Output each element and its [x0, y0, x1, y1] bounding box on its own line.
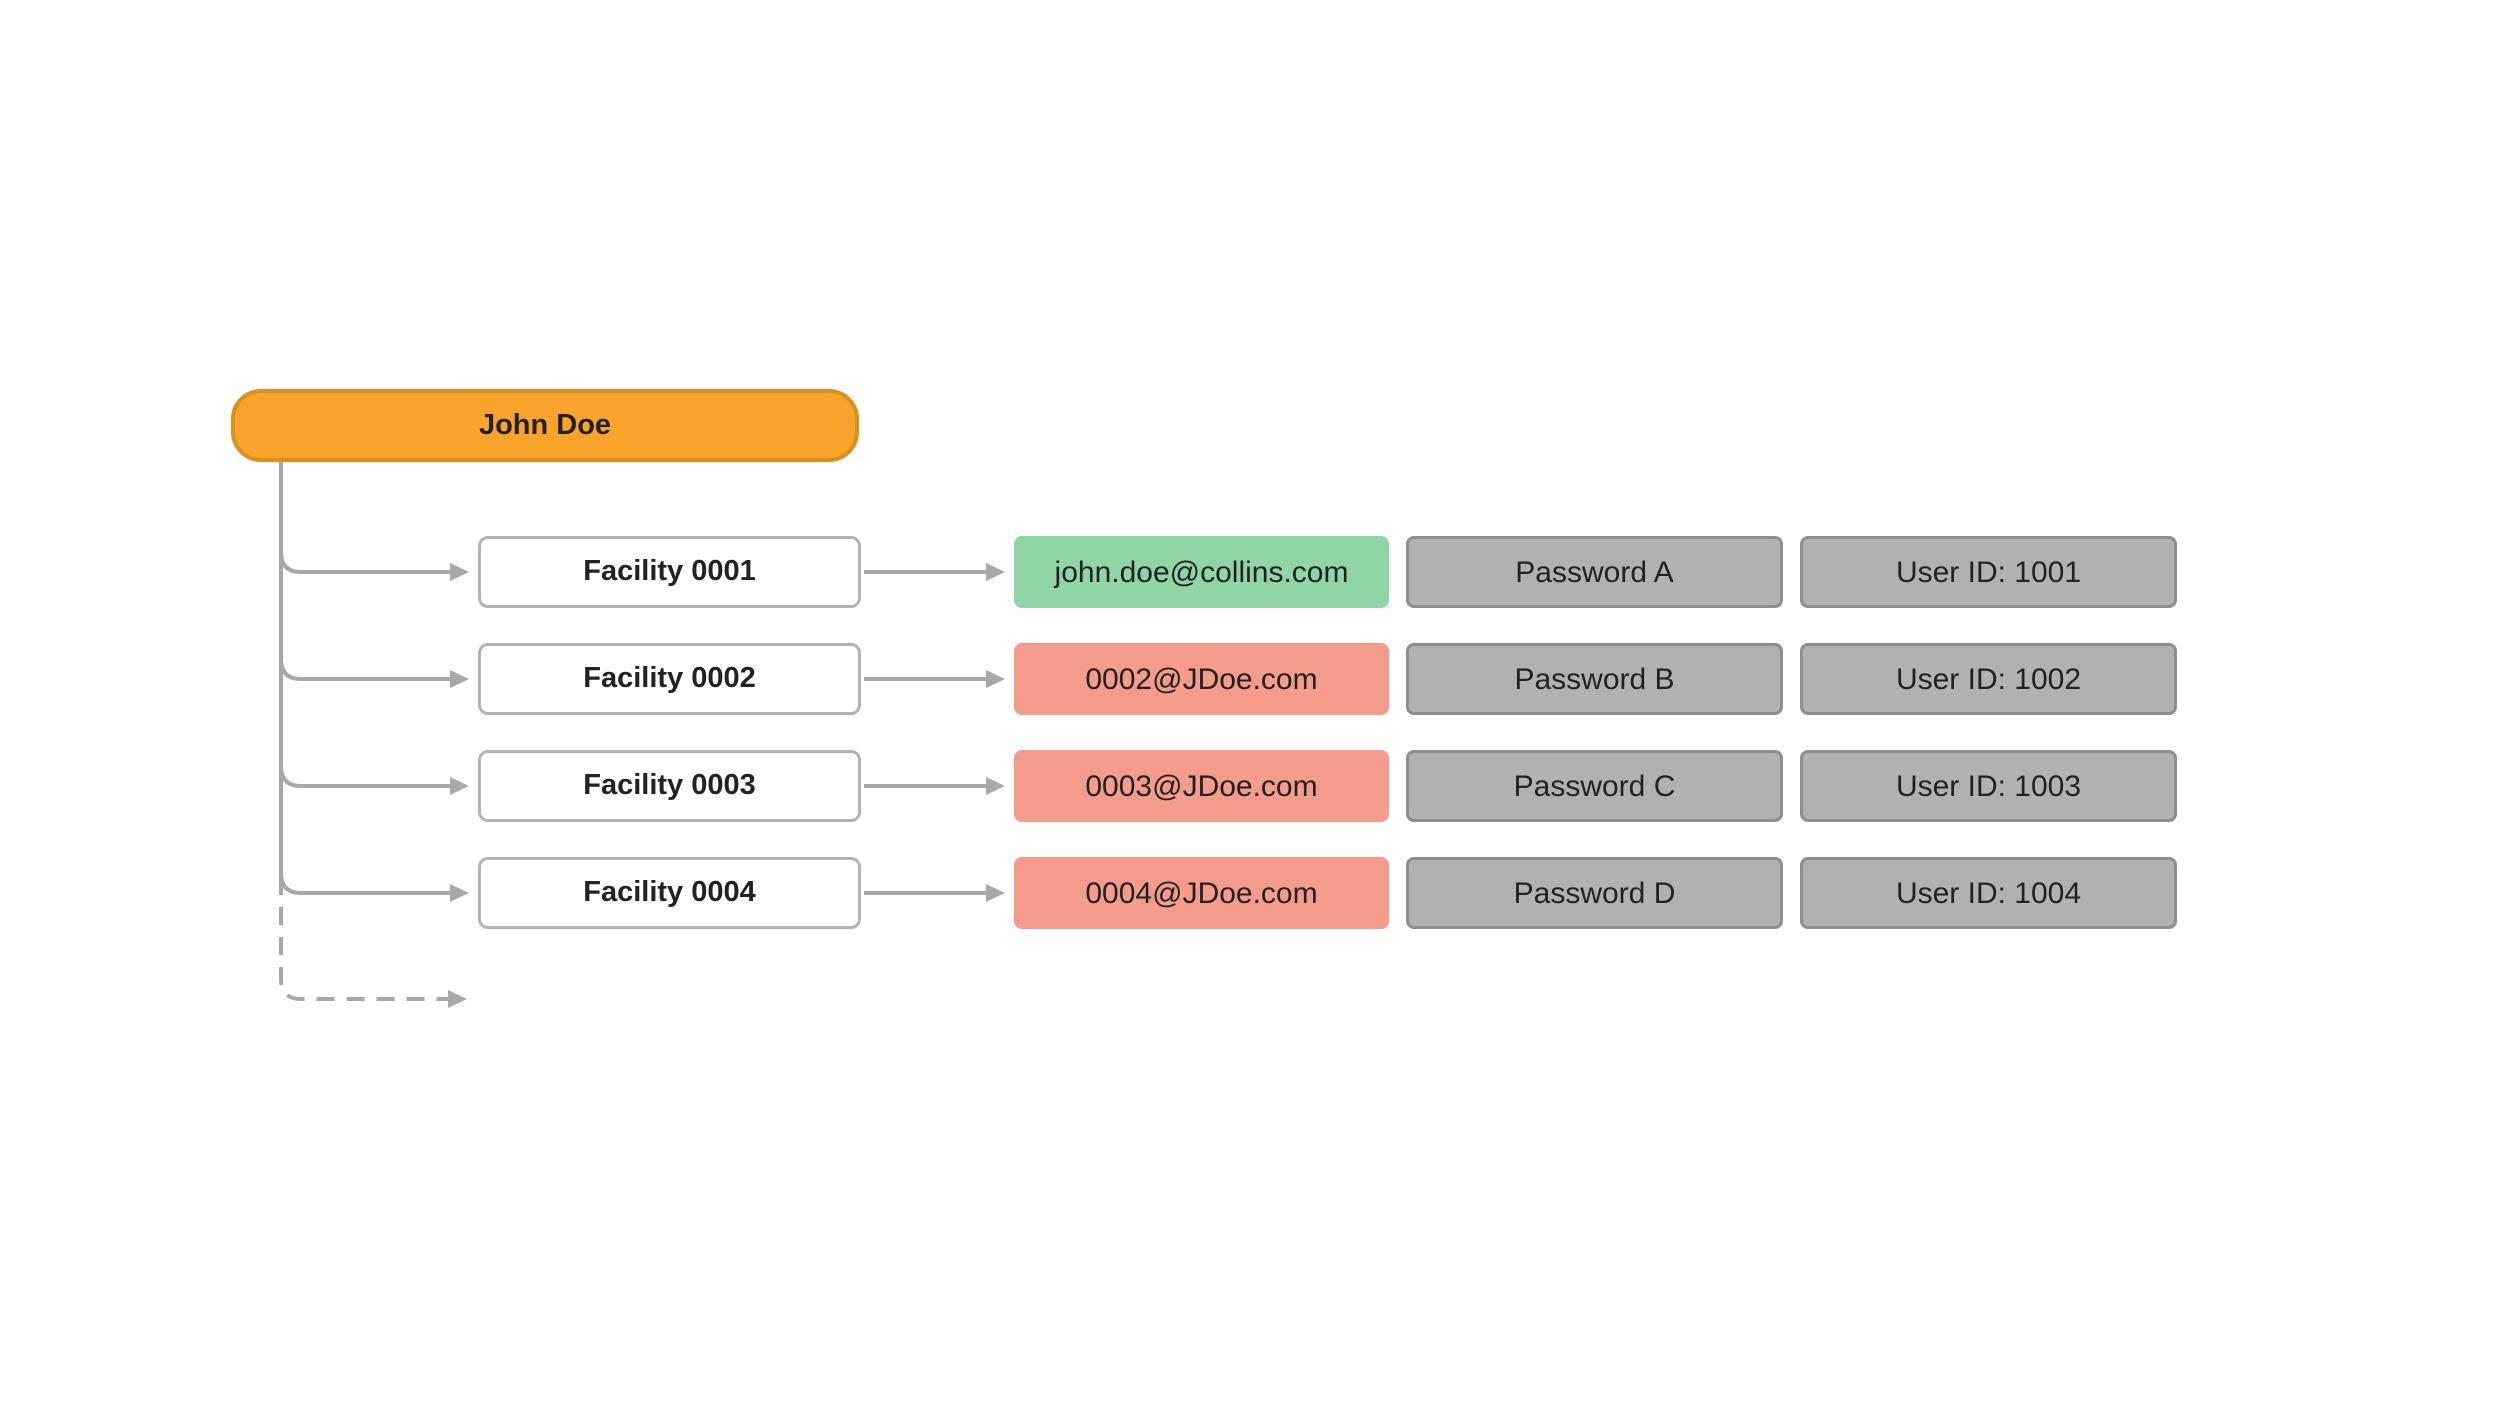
node-password-a: Password A	[1406, 536, 1783, 608]
node-email-0002: 0002@JDoe.com	[1014, 643, 1389, 715]
node-facility-0001: Facility 0001	[478, 536, 861, 608]
node-email-0003: 0003@JDoe.com	[1014, 750, 1389, 822]
branch-line-2	[279, 658, 450, 681]
branch-arrowhead-1-icon	[450, 563, 469, 581]
node-email-0001: john.doe@collins.com	[1014, 536, 1389, 608]
node-email-0004: 0004@JDoe.com	[1014, 857, 1389, 929]
node-user-id-1002: User ID: 1002	[1800, 643, 2177, 715]
branch-arrowhead-3-icon	[450, 777, 469, 795]
row-arrowhead-4-icon	[986, 884, 1005, 902]
node-password-d: Password D	[1406, 857, 1783, 929]
node-user-id-1004: User ID: 1004	[1800, 857, 2177, 929]
branch-arrowhead-4-icon	[450, 884, 469, 902]
branch-line-1	[279, 551, 450, 574]
row-arrowhead-1-icon	[986, 563, 1005, 581]
node-facility-0003: Facility 0003	[478, 750, 861, 822]
row-arrowhead-3-icon	[986, 777, 1005, 795]
node-facility-0004: Facility 0004	[478, 857, 861, 929]
branch-arrowhead-2-icon	[450, 670, 469, 688]
continuation-arrowhead-icon	[448, 990, 467, 1008]
node-password-b: Password B	[1406, 643, 1783, 715]
node-user-id-1003: User ID: 1003	[1800, 750, 2177, 822]
node-john-doe: John Doe	[231, 389, 859, 462]
continuation-dashed-line	[279, 877, 448, 1001]
node-user-id-1001: User ID: 1001	[1800, 536, 2177, 608]
node-facility-0002: Facility 0002	[478, 643, 861, 715]
branch-line-4	[279, 872, 450, 895]
row-arrowhead-2-icon	[986, 670, 1005, 688]
node-password-c: Password C	[1406, 750, 1783, 822]
branch-line-3	[279, 765, 450, 788]
